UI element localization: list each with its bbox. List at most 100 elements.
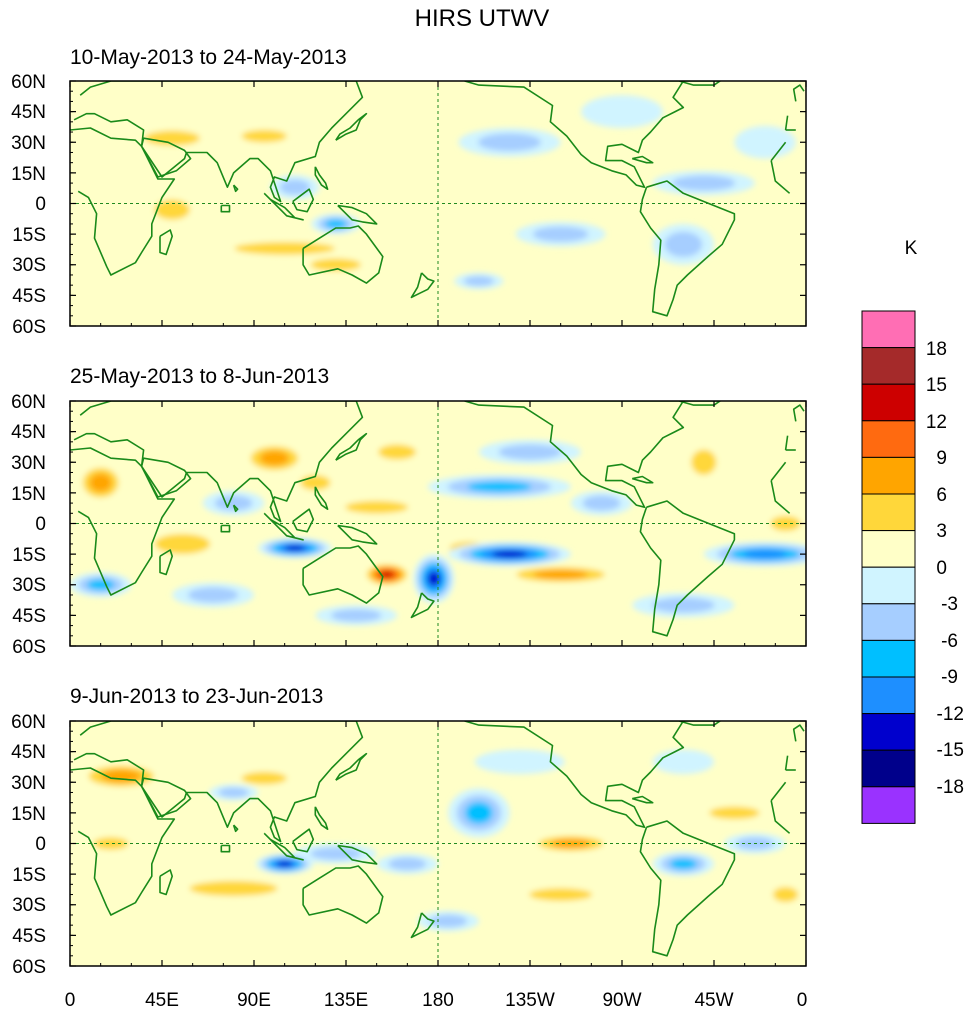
coastline (792, 724, 805, 742)
coastline (220, 844, 231, 853)
panel-3-ylabel-45n: 45N (11, 742, 46, 763)
coastline (140, 777, 192, 818)
coastline (302, 225, 384, 284)
coastline (73, 401, 364, 523)
panel-3-ylabel-30n: 30N (11, 773, 46, 794)
coastline (73, 721, 364, 843)
panel-3-ylabel-0: 0 (35, 834, 46, 855)
coastline (410, 272, 435, 299)
colorbar: K 18 15 12 9 6 3 0 -3 -6 -9 -12 -15 -18 (861, 238, 964, 824)
coastline (140, 137, 192, 178)
panel-1-ylabel-45s: 45S (12, 286, 46, 307)
anomaly-mark (279, 179, 310, 195)
colorbar-swatch (861, 603, 916, 641)
colorbar-label-18: 18 (926, 339, 947, 360)
coastline (292, 188, 315, 213)
anomaly-mark (187, 587, 239, 603)
coastline (631, 475, 654, 484)
anomaly-mark (463, 276, 494, 287)
coastline (464, 81, 685, 188)
colorbar-label-15: 15 (926, 375, 947, 396)
colorbar-label-neg9: -9 (941, 667, 958, 688)
anomaly-mark (93, 837, 129, 850)
anomaly-mark (87, 579, 115, 591)
anomaly-mark (378, 444, 416, 460)
colorbar-swatch (861, 676, 916, 715)
coastline (159, 229, 173, 256)
panel-3-ylabel-60n: 60N (11, 712, 46, 733)
anomaly-mark (582, 495, 621, 511)
coastline (232, 824, 239, 833)
coastline (770, 160, 791, 194)
colorbar-swatch (861, 493, 916, 532)
colorbar-swatch (861, 456, 916, 495)
panel-3: 9-Jun-2013 to 23-Jun-2013 60N 45N 30N 15… (11, 685, 807, 978)
anomaly-mark (533, 570, 588, 580)
panel-1-ylabel-0: 0 (35, 194, 46, 215)
xlabel-0-end: 0 (797, 990, 808, 1011)
coastline (314, 166, 329, 190)
anomaly-mark (234, 242, 335, 255)
colorbar-label-neg6: -6 (941, 631, 958, 652)
anomaly-mark (345, 500, 409, 514)
anomaly-mark (709, 806, 760, 820)
coastline (678, 721, 721, 726)
coastline (337, 204, 378, 225)
coastline (335, 112, 368, 141)
coastline (464, 721, 685, 828)
panel-2-ylabel-30n: 30N (11, 453, 46, 474)
panel-3-ylabel-15s: 15S (12, 865, 46, 886)
coastline (410, 912, 435, 939)
coastline (631, 155, 654, 164)
coastline (337, 524, 378, 545)
anomaly-mark (310, 847, 361, 860)
colorbar-label-0: 0 (936, 558, 947, 579)
panel-2-ylabel-60s: 60S (12, 637, 46, 658)
panel-2-ylabel-45n: 45N (11, 422, 46, 443)
anomaly-mark (772, 887, 799, 903)
colorbar-swatch (861, 786, 916, 824)
panel-1-title: 10-May-2013 to 24-May-2013 (70, 46, 347, 69)
colorbar-swatch (861, 347, 916, 385)
coastline (159, 869, 173, 896)
colorbar-label-neg15: -15 (937, 740, 964, 761)
coastline (292, 828, 315, 853)
panel-2: 25-May-2013 to 8-Jun-2013 60N 45N 30N 15… (11, 365, 807, 658)
colorbar-label-9: 9 (936, 448, 947, 469)
coastline (263, 192, 304, 221)
anomaly-mark (664, 231, 703, 257)
anomaly-mark (498, 444, 562, 460)
anomaly-mark (492, 550, 528, 558)
xlabel-0: 0 (65, 990, 76, 1011)
figure-title: HIRS UTWV (415, 5, 550, 32)
anomaly-mark (388, 857, 427, 871)
xlabel-135w: 135W (505, 990, 555, 1011)
panel-3-anomaly-field (76, 749, 806, 932)
coastline (784, 115, 789, 131)
anomaly-mark (259, 450, 289, 466)
coastline (140, 457, 192, 498)
coastline (263, 512, 304, 541)
anomaly-mark (241, 771, 287, 785)
anomaly-mark (669, 858, 697, 870)
coastline (263, 832, 304, 861)
coastline (770, 480, 791, 514)
coastline (159, 549, 173, 576)
panel-3-ylabel-30s: 30S (12, 895, 46, 916)
xlabel-45e: 45E (145, 990, 179, 1011)
coastline (70, 127, 176, 276)
panel-1-ylabel-30n: 30N (11, 133, 46, 154)
panel-2-title: 25-May-2013 to 8-Jun-2013 (70, 365, 329, 388)
panel-3-ylabel-15n: 15N (11, 804, 46, 825)
coastline (314, 806, 329, 830)
colorbar-swatch (861, 639, 916, 678)
panel-3-ylabel-45s: 45S (12, 926, 46, 947)
anomaly-mark (529, 888, 593, 901)
xlabel-135e: 135E (324, 990, 368, 1011)
anomaly-mark (672, 175, 736, 191)
coastline (335, 752, 368, 781)
anomaly-mark (532, 226, 589, 242)
panel-3-coastlines (70, 721, 805, 957)
anomaly-mark (346, 782, 408, 803)
